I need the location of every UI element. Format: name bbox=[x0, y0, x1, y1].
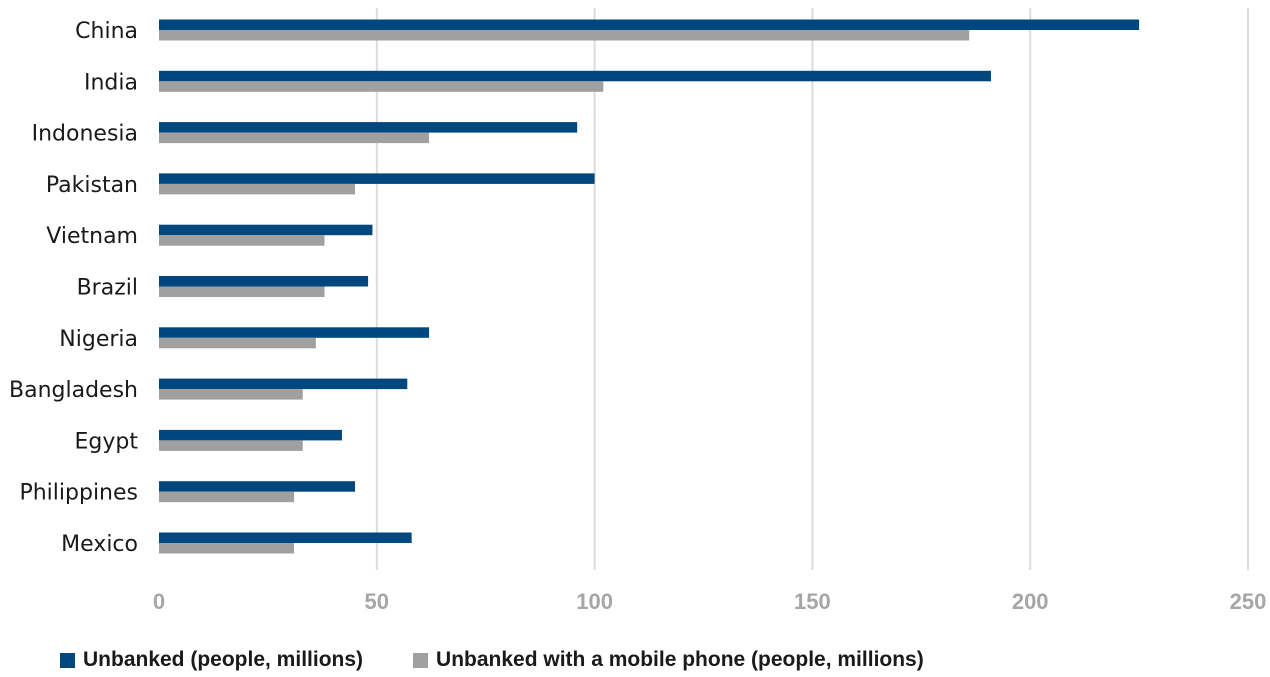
category-label-egypt: Egypt bbox=[75, 429, 139, 454]
bar-mexico-series-0 bbox=[159, 532, 412, 543]
bars bbox=[159, 19, 1140, 554]
x-tick-label-50: 50 bbox=[365, 589, 389, 614]
bar-indonesia-series-1 bbox=[159, 132, 430, 144]
category-labels: China India Indonesia Pakistan Vietnam Brazil… bbox=[9, 19, 138, 557]
bar-chart: 0 50 100 150 200 250 China India Indonesia Pakis… bbox=[9, 8, 1266, 614]
bar-bangladesh-series-0 bbox=[159, 378, 408, 390]
bar-nigeria-series-0 bbox=[159, 327, 430, 338]
bar-egypt-series-0 bbox=[159, 429, 342, 441]
x-tick-label-0: 0 bbox=[153, 589, 165, 614]
bar-vietnam-series-1 bbox=[159, 235, 325, 246]
bar-nigeria-series-1 bbox=[159, 337, 316, 349]
legend-label-unbanked: Unbanked (people, millions) bbox=[83, 648, 364, 671]
bar-india-series-0 bbox=[159, 70, 991, 82]
bar-philippines-series-1 bbox=[159, 491, 295, 503]
bar-vietnam-series-0 bbox=[159, 224, 373, 236]
bar-brazil-series-0 bbox=[159, 276, 369, 287]
bar-bangladesh-series-1 bbox=[159, 389, 303, 400]
category-label-brazil: Brazil bbox=[77, 276, 138, 301]
x-tick-label-250: 250 bbox=[1230, 589, 1267, 614]
bar-philippines-series-0 bbox=[159, 481, 356, 492]
category-label-vietnam: Vietnam bbox=[46, 224, 138, 249]
bar-indonesia-series-0 bbox=[159, 122, 578, 133]
bar-india-series-1 bbox=[159, 81, 604, 92]
legend-swatch-unbanked bbox=[60, 652, 75, 668]
legend-swatch-unbanked-mobile bbox=[413, 652, 429, 668]
legend-item-unbanked: Unbanked (people, millions) bbox=[60, 648, 363, 672]
x-tick-label-100: 100 bbox=[576, 589, 613, 614]
category-label-bangladesh: Bangladesh bbox=[9, 378, 138, 403]
category-label-philippines: Philippines bbox=[19, 481, 138, 506]
category-label-china: China bbox=[75, 19, 138, 44]
category-label-india: India bbox=[84, 70, 138, 95]
bar-pakistan-series-0 bbox=[159, 173, 595, 184]
bar-china-series-0 bbox=[159, 19, 1140, 30]
category-label-mexico: Mexico bbox=[61, 532, 138, 557]
bar-egypt-series-1 bbox=[159, 440, 303, 451]
legend: Unbanked (people, millions) Unbanked wit… bbox=[60, 648, 924, 672]
bar-pakistan-series-1 bbox=[159, 183, 356, 195]
category-label-indonesia: Indonesia bbox=[32, 122, 138, 147]
gridlines bbox=[375, 8, 1249, 570]
bar-mexico-series-1 bbox=[159, 543, 295, 554]
bar-brazil-series-1 bbox=[159, 286, 325, 297]
x-axis-tick-labels: 0 50 100 150 200 250 bbox=[153, 589, 1266, 614]
category-label-pakistan: Pakistan bbox=[46, 173, 138, 198]
category-label-nigeria: Nigeria bbox=[59, 327, 138, 352]
legend-label-unbanked-mobile: Unbanked with a mobile phone (people, mi… bbox=[436, 648, 924, 671]
x-tick-label-150: 150 bbox=[794, 589, 831, 614]
legend-item-unbanked-mobile: Unbanked with a mobile phone (people, mi… bbox=[413, 648, 924, 672]
bar-china-series-1 bbox=[159, 30, 970, 41]
x-tick-label-200: 200 bbox=[1012, 589, 1049, 614]
